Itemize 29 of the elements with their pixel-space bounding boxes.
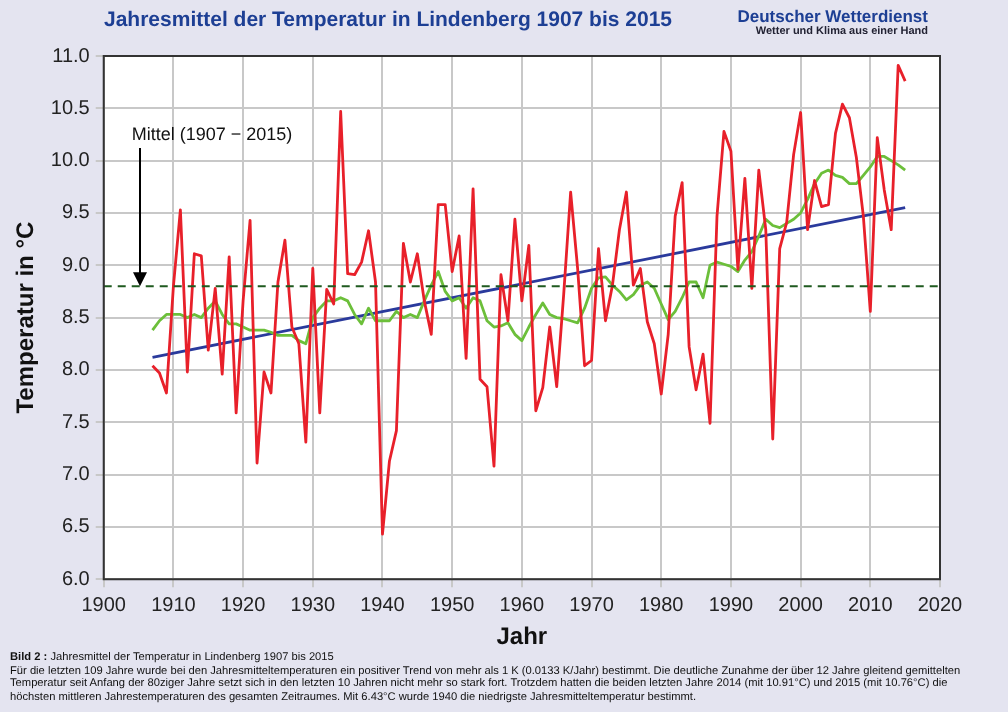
x-tick-label: 1900 (81, 594, 127, 617)
x-tick-label: 2010 (848, 594, 894, 617)
x-tick-label: 1940 (360, 594, 406, 617)
y-tick-label: 9.0 (61, 254, 91, 277)
x-tick-label: 1910 (151, 594, 197, 617)
y-tick-label: 10.0 (50, 150, 91, 173)
x-axis-title: Jahr (496, 622, 548, 651)
x-tick-label: 2020 (917, 594, 964, 617)
y-tick-label: 6.5 (61, 516, 91, 539)
x-tick-label: 1990 (708, 594, 755, 617)
y-tick-label: 6.0 (61, 568, 91, 591)
x-tick-label: 1960 (499, 594, 545, 617)
x-tick-label: 1930 (290, 594, 336, 617)
y-tick-label: 11.0 (52, 45, 91, 68)
y-tick-label: 8.0 (61, 359, 91, 382)
x-tick-label: 1950 (429, 594, 476, 617)
x-tick-label: 1970 (569, 594, 615, 617)
y-tick-label: 7.5 (61, 411, 91, 434)
x-tick-label: 1920 (220, 594, 267, 617)
y-tick-label: 10.5 (50, 97, 91, 120)
y-tick-label: 9.5 (61, 202, 91, 225)
y-tick-label: 7.0 (61, 464, 91, 487)
y-tick-label: 8.5 (61, 307, 91, 330)
x-tick-label: 1980 (638, 594, 685, 617)
y-axis-title: Temperatur in °C (11, 221, 40, 414)
text: Deutscher Wetterdienst (737, 6, 928, 26)
chart-title: Jahresmittel der Temperatur in Lindenberg 1907 bis 2015 (104, 8, 672, 32)
x-tick-label: 2000 (778, 594, 824, 617)
ref-line-label: Mittel (1907 − 2015) (131, 123, 293, 144)
